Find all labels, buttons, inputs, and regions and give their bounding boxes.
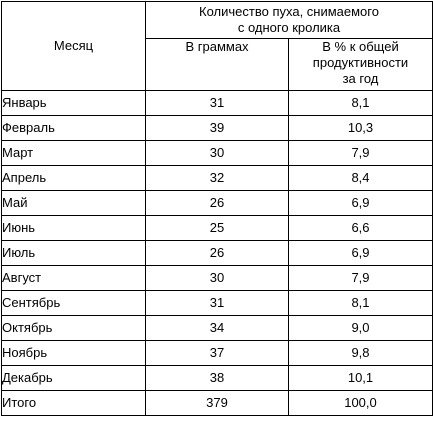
grams-cell: 38 [145, 365, 289, 391]
total-grams-cell: 379 [145, 390, 289, 416]
table-row: Июнь 25 6,6 [1, 215, 433, 241]
group-header-line-2: с одного кролика [237, 20, 341, 35]
fluff-yield-table: Месяц Количество пуха, снимаемого с одно… [1, 1, 433, 416]
percent-cell: 10,1 [288, 365, 433, 391]
grams-cell: 31 [145, 90, 289, 116]
grams-cell: 30 [145, 265, 289, 291]
grams-cell: 32 [145, 165, 289, 191]
table-row: Октябрь 34 9,0 [1, 315, 433, 341]
grams-header-label: В граммах [185, 39, 249, 54]
month-column-header: Месяц [1, 1, 146, 91]
table-row: Май 26 6,9 [1, 190, 433, 216]
grams-cell: 30 [145, 140, 289, 166]
grams-cell: 34 [145, 315, 289, 341]
month-cell: Февраль [1, 115, 146, 141]
month-cell: Июль [1, 240, 146, 266]
table-row: Февраль 39 10,3 [1, 115, 433, 141]
grams-cell: 25 [145, 215, 289, 241]
month-cell: Август [1, 265, 146, 291]
month-cell: Январь [1, 90, 146, 116]
month-cell: Май [1, 190, 146, 216]
month-cell: Декабрь [1, 365, 146, 391]
percent-header-line-1: В % к общей [322, 39, 399, 54]
percent-cell: 8,1 [288, 90, 433, 116]
table-row: Декабрь 38 10,1 [1, 365, 433, 391]
table-row: Апрель 32 8,4 [1, 165, 433, 191]
total-percent-cell: 100,0 [288, 390, 433, 416]
month-cell: Апрель [1, 165, 146, 191]
table-row: Август 30 7,9 [1, 265, 433, 291]
month-cell: Сентябрь [1, 290, 146, 316]
grams-cell: 39 [145, 115, 289, 141]
percent-cell: 9,0 [288, 315, 433, 341]
percent-column-header: В % к общей продуктивности за год [288, 38, 433, 91]
total-row: Итого 379 100,0 [1, 390, 433, 416]
percent-header-line-3: за год [342, 71, 379, 86]
percent-cell: 7,9 [288, 140, 433, 166]
table-row: Январь 31 8,1 [1, 90, 433, 116]
month-header-label: Месяц [53, 38, 94, 53]
percent-cell: 7,9 [288, 265, 433, 291]
percent-cell: 6,6 [288, 215, 433, 241]
table-row: Март 30 7,9 [1, 140, 433, 166]
percent-header-line-2: продуктивности [312, 55, 409, 70]
grams-cell: 31 [145, 290, 289, 316]
table-row: Сентябрь 31 8,1 [1, 290, 433, 316]
table-row: Ноябрь 37 9,8 [1, 340, 433, 366]
table-row: Июль 26 6,9 [1, 240, 433, 266]
percent-cell: 6,9 [288, 240, 433, 266]
grams-cell: 26 [145, 190, 289, 216]
month-cell: Ноябрь [1, 340, 146, 366]
grams-cell: 37 [145, 340, 289, 366]
percent-cell: 8,1 [288, 290, 433, 316]
percent-cell: 6,9 [288, 190, 433, 216]
fluff-amount-group-header: Количество пуха, снимаемого с одного кро… [145, 1, 433, 39]
percent-cell: 8,4 [288, 165, 433, 191]
group-header-line-1: Количество пуха, снимаемого [199, 4, 379, 19]
percent-cell: 10,3 [288, 115, 433, 141]
percent-cell: 9,8 [288, 340, 433, 366]
grams-column-header: В граммах [145, 38, 289, 91]
month-cell: Март [1, 140, 146, 166]
month-cell: Октябрь [1, 315, 146, 341]
grams-cell: 26 [145, 240, 289, 266]
month-cell: Июнь [1, 215, 146, 241]
total-label-cell: Итого [1, 390, 146, 416]
